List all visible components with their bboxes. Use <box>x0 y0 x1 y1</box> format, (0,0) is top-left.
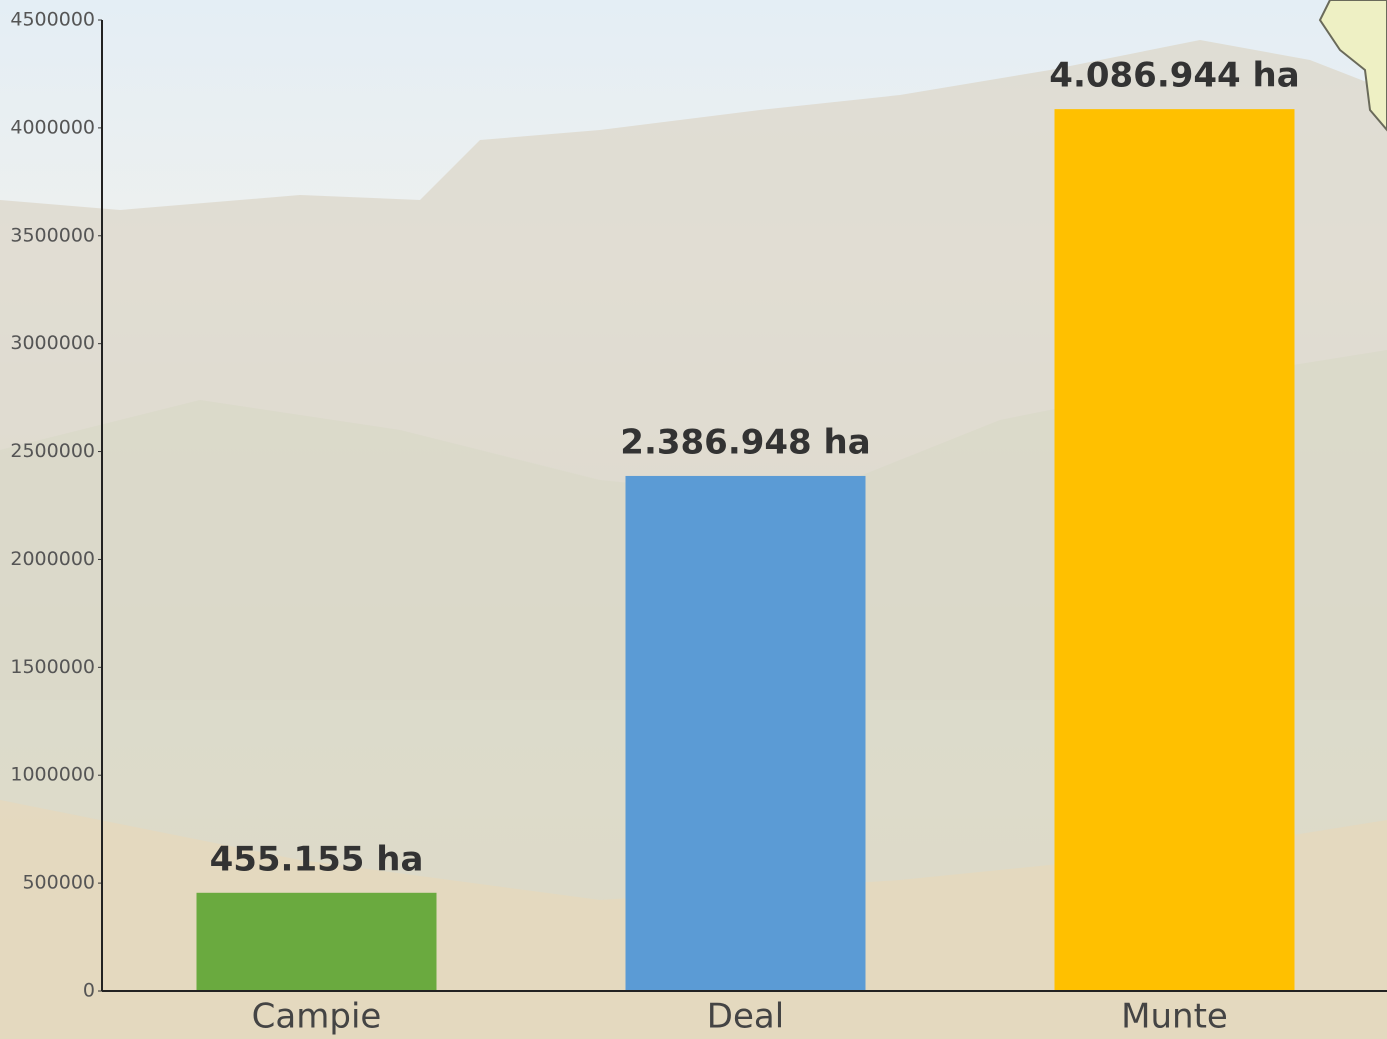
value-label: 4.086.944 ha <box>1049 56 1299 96</box>
x-tick-label: Deal <box>707 997 784 1037</box>
y-tick-label: 1500000 <box>10 656 95 678</box>
y-tick-label: 3500000 <box>10 224 95 246</box>
y-tick-label: 4000000 <box>10 116 95 138</box>
y-tick-label: 4500000 <box>10 9 95 31</box>
y-tick-label: 2500000 <box>10 440 95 462</box>
y-tick-label: 1000000 <box>10 764 95 786</box>
y-tick-label: 500000 <box>22 872 95 894</box>
y-tick-label: 3000000 <box>10 332 95 354</box>
y-tick-label: 0 <box>83 980 95 1002</box>
value-label: 455.155 ha <box>210 839 424 879</box>
bar <box>1054 109 1295 992</box>
map-corner <box>1318 0 1387 132</box>
x-tick-label: Campie <box>252 997 382 1037</box>
bar <box>625 475 866 991</box>
value-label: 2.386.948 ha <box>620 422 870 462</box>
x-tick-label: Munte <box>1121 997 1228 1037</box>
bar <box>196 892 437 991</box>
y-tick-label: 2000000 <box>10 548 95 570</box>
